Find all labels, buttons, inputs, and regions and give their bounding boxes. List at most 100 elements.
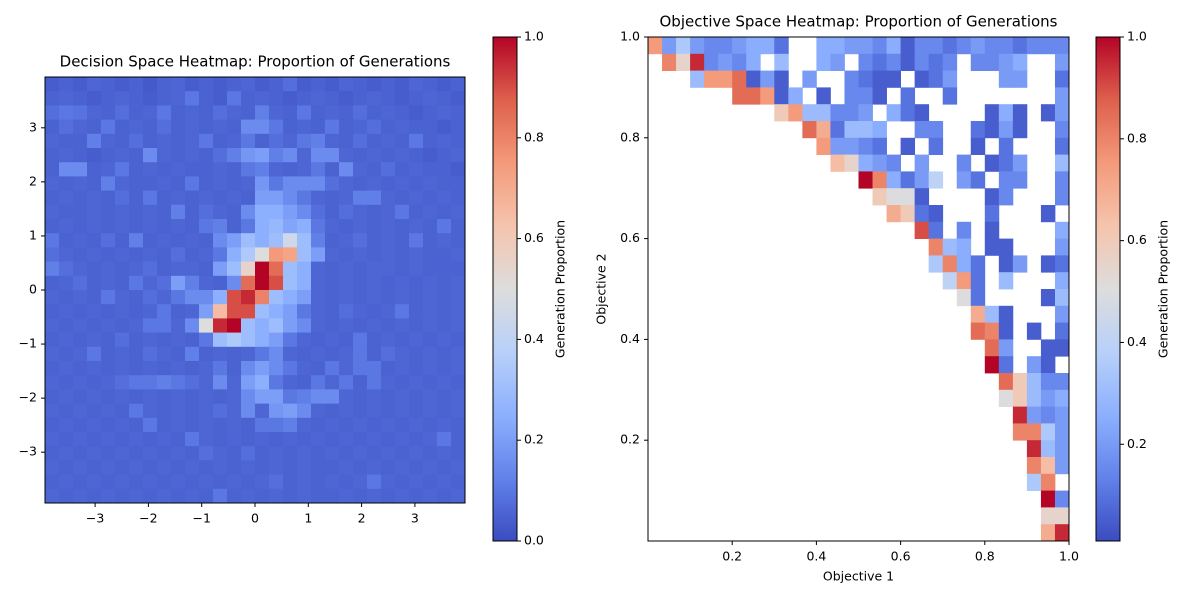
heat-cell (73, 403, 88, 419)
heat-cell (199, 290, 214, 305)
heat-cell (353, 460, 368, 475)
heat-cell (255, 446, 270, 461)
heat-cell (367, 77, 382, 92)
heat-cell (451, 375, 466, 390)
heat-cell (311, 318, 326, 333)
heat-cell (451, 304, 466, 319)
heat-cell (381, 460, 396, 475)
heat-cell (928, 121, 944, 139)
heat-cell (59, 91, 74, 106)
heat-cell (87, 474, 102, 490)
heat-cell (353, 474, 368, 490)
heat-cell (423, 375, 438, 390)
heat-cell (984, 339, 1000, 357)
y-tick-label: 0.2 (620, 432, 640, 447)
heat-cell (353, 105, 368, 120)
heat-cell (241, 77, 256, 92)
heat-cell (101, 119, 116, 135)
heat-cell (1040, 524, 1056, 542)
heat-cell (213, 176, 228, 191)
heat-cell (115, 133, 130, 149)
heat-cell (1054, 507, 1070, 525)
heat-cell (87, 105, 102, 120)
heat-cell (297, 133, 312, 149)
heat-cell (157, 148, 172, 163)
heat-cell (858, 70, 873, 88)
heat-cell (760, 37, 775, 55)
heat-cell (1012, 171, 1028, 189)
heat-cell (928, 221, 944, 239)
heat-cell (367, 261, 382, 277)
heat-cell (129, 346, 144, 362)
heat-cell (101, 275, 116, 291)
heat-cell (984, 37, 1000, 55)
heat-cell (143, 361, 158, 376)
heat-cell (297, 176, 312, 191)
heat-cell (409, 133, 424, 149)
heat-cell (283, 375, 298, 390)
heat-cell (311, 105, 326, 120)
heat-cell (367, 403, 382, 419)
heat-cell (171, 346, 186, 362)
heat-cell (900, 205, 916, 223)
heat-cell (872, 188, 887, 206)
heat-cell (437, 119, 452, 135)
heat-cell (998, 53, 1014, 71)
heat-cell (451, 91, 466, 106)
heat-cell (157, 91, 172, 106)
heat-cell (437, 375, 452, 390)
heat-cell (381, 247, 396, 262)
heat-cell (129, 318, 144, 333)
heat-cell (227, 190, 242, 206)
heat-cell (185, 432, 200, 447)
heat-cell (115, 105, 130, 120)
heat-cell (269, 119, 284, 135)
heat-cell (129, 361, 144, 376)
heat-cell (171, 403, 186, 419)
heat-cell (816, 37, 831, 55)
heat-cell (437, 332, 452, 348)
heat-cell (115, 403, 130, 419)
heat-cell (858, 53, 873, 71)
heat-cell (227, 162, 242, 177)
heat-cell (353, 148, 368, 163)
heat-cell (157, 247, 172, 262)
heat-cell (367, 488, 382, 504)
heat-cell (143, 460, 158, 475)
heat-cell (143, 261, 158, 277)
heat-cell (227, 133, 242, 149)
heat-cell (59, 375, 74, 390)
heat-cell (998, 272, 1014, 290)
heat-cell (1040, 423, 1056, 441)
heat-cell (101, 332, 116, 348)
heat-cell (143, 446, 158, 461)
heat-cell (199, 361, 214, 376)
heat-cell (395, 346, 410, 362)
heat-cell (311, 375, 326, 390)
heat-cell (45, 361, 60, 376)
heat-cell (900, 53, 916, 71)
heat-cell (423, 403, 438, 419)
heat-cell (255, 176, 270, 191)
heat-cell (143, 162, 158, 177)
heat-cell (423, 389, 438, 404)
heat-cell (227, 488, 242, 504)
heat-cell (227, 460, 242, 475)
heat-cell (367, 290, 382, 305)
heat-cell (451, 488, 466, 504)
heat-cell (255, 204, 270, 220)
heat-cell (1026, 389, 1042, 407)
heat-cell (437, 77, 452, 92)
heat-cell (409, 375, 424, 390)
heat-cell (115, 417, 130, 433)
heat-cell (101, 91, 116, 106)
heat-cell (998, 373, 1014, 391)
x-tick-label: 2 (358, 511, 366, 526)
heat-cell (381, 332, 396, 348)
heat-cell (311, 176, 326, 191)
heat-cell (451, 77, 466, 92)
heat-cell (59, 432, 74, 447)
heat-cell (101, 375, 116, 390)
heat-cell (325, 91, 340, 106)
heat-cell (437, 403, 452, 419)
